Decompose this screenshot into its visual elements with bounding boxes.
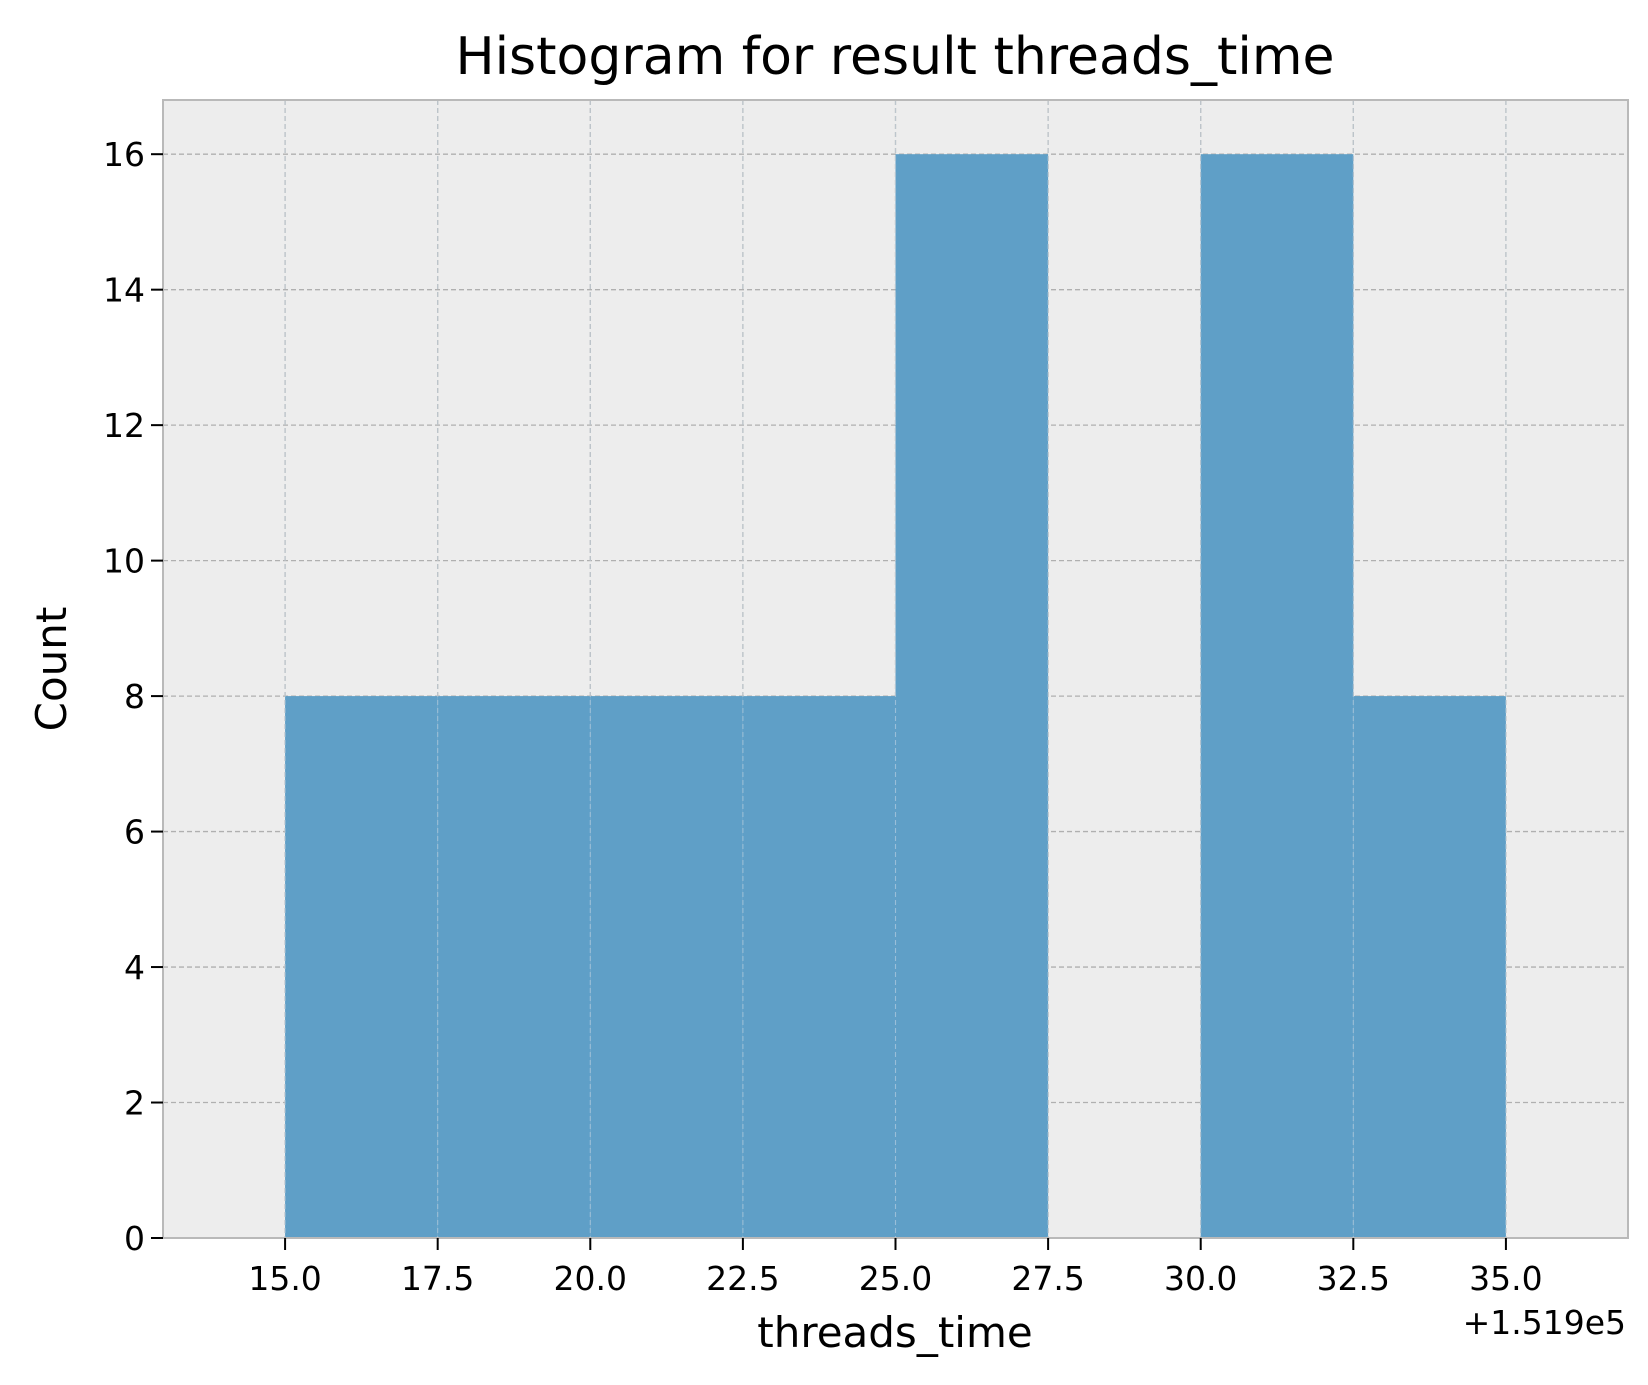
histogram-bars <box>284 100 1507 1239</box>
histogram-bar <box>1200 154 1354 1239</box>
x-tick-label: 32.5 <box>1317 1259 1390 1298</box>
histogram-bar <box>437 696 591 1238</box>
chart-title: Histogram for result threads_time <box>456 27 1335 87</box>
y-tick-label: 12 <box>103 406 145 445</box>
x-tick-label: 17.5 <box>401 1259 474 1298</box>
histogram-bar <box>895 154 1049 1239</box>
x-tick-label: 20.0 <box>554 1259 627 1298</box>
x-tick-label: 35.0 <box>1469 1259 1542 1298</box>
y-tick-label: 16 <box>103 135 145 174</box>
histogram-bar <box>742 696 896 1238</box>
y-tick-label: 6 <box>124 813 145 852</box>
histogram-bar <box>590 696 743 1238</box>
x-tick-label: 30.0 <box>1164 1259 1237 1298</box>
y-axis-ticks: 0 2 4 6 8 10 12 14 16 <box>103 135 163 1258</box>
y-tick-label: 14 <box>103 271 145 310</box>
x-tick-label: 15.0 <box>248 1259 321 1298</box>
x-axis-ticks: 15.0 17.5 20.0 22.5 25.0 27.5 30.0 32.5 35.0 <box>248 1238 1543 1298</box>
y-tick-label: 0 <box>124 1219 145 1258</box>
x-axis-title: threads_time <box>757 1308 1032 1357</box>
x-tick-label: 27.5 <box>1011 1259 1084 1298</box>
y-tick-label: 8 <box>124 677 145 716</box>
y-axis-title: Count <box>27 607 76 732</box>
y-tick-label: 4 <box>124 948 145 987</box>
y-tick-label: 10 <box>103 542 145 581</box>
x-tick-label: 22.5 <box>706 1259 779 1298</box>
histogram-bar <box>285 696 438 1238</box>
histogram-bar <box>1353 696 1506 1238</box>
x-axis-offset-label: +1.519e5 <box>1463 1303 1626 1342</box>
x-tick-label: 25.0 <box>859 1259 932 1298</box>
y-tick-label: 2 <box>124 1084 145 1123</box>
